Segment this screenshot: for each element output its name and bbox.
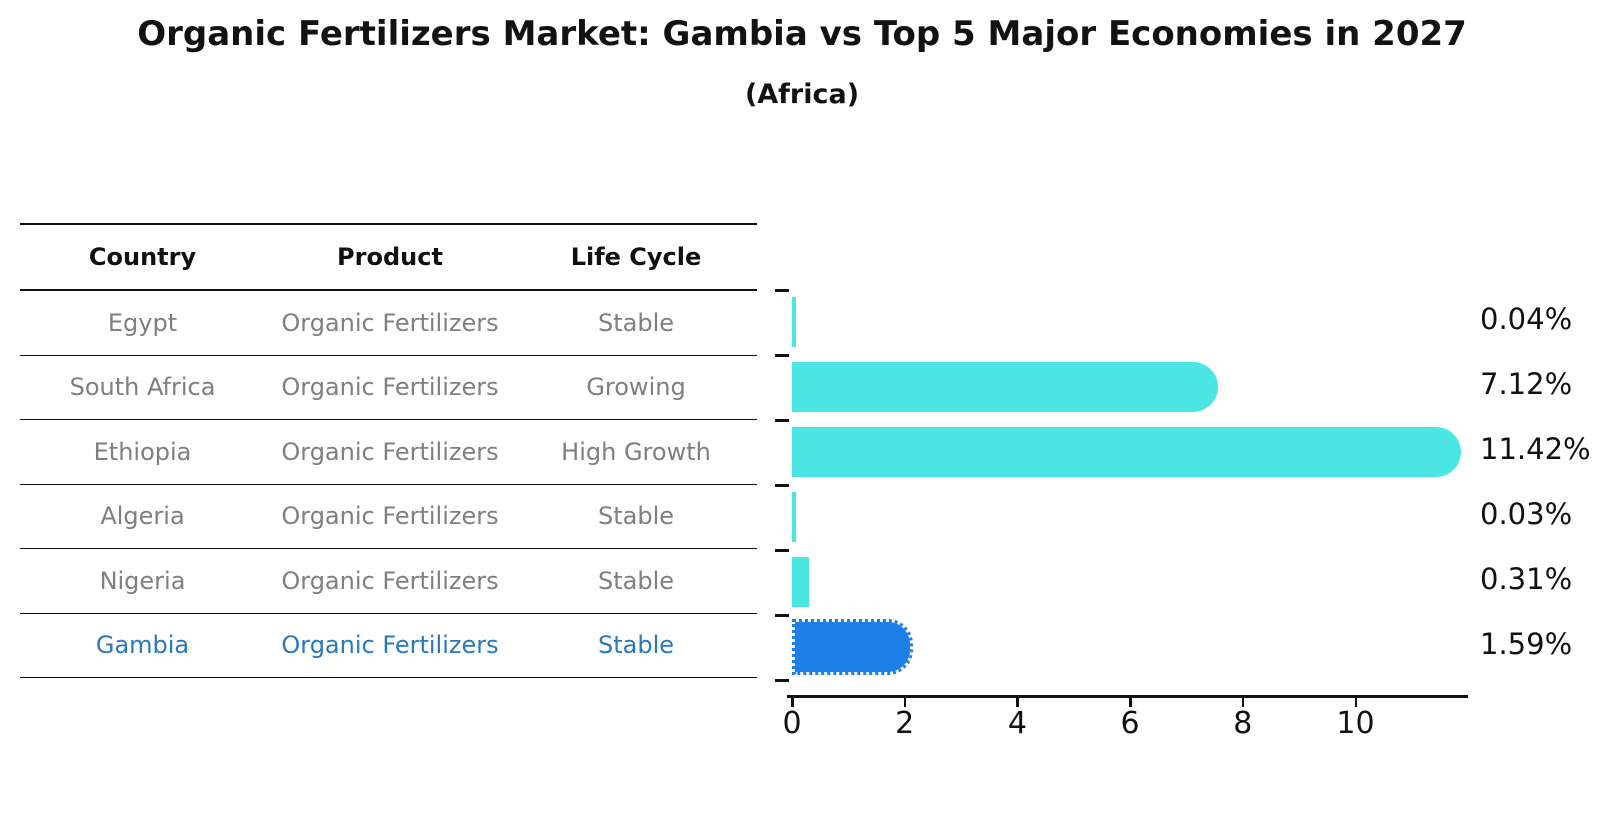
cell-product: Organic Fertilizers [281,502,499,531]
bar-south-africa [792,361,1219,412]
table-row-south-africa: South Africa Organic Fertilizers Growing [20,356,757,420]
value-label-algeria: 0.03% [1480,496,1573,531]
y-axis-tick [775,549,789,552]
x-axis-tick-label: 10 [1336,706,1375,741]
y-axis-tick [775,614,789,617]
cell-product: Organic Fertilizers [281,631,499,660]
bar-gambia [792,618,913,675]
cell-product: Organic Fertilizers [281,437,499,466]
table-header-life-cycle: Life Cycle [570,243,702,271]
cell-product: Organic Fertilizers [281,308,499,337]
table-body: Egypt Organic Fertilizers Stable South Afri… [20,291,757,678]
cell-life-cycle: Stable [597,631,675,660]
table-header-country: Country [88,243,197,271]
y-axis-tick [775,679,789,682]
y-axis-tick [775,484,789,487]
y-axis-tick [775,289,789,292]
chart-title: Organic Fertilizers Market: Gambia vs To… [137,14,1467,54]
cell-country: Nigeria [99,566,186,595]
x-axis-tick [1016,698,1019,707]
bar-ethiopia [792,426,1461,477]
cell-life-cycle: Stable [597,566,675,595]
table-row-algeria: Algeria Organic Fertilizers Stable [20,485,757,549]
cell-life-cycle: Growing [586,373,686,402]
x-axis-line [787,695,1468,698]
table-header-row: Country Product Life Cycle [20,223,757,291]
x-axis-tick-label: 8 [1233,706,1253,741]
table-row-nigeria: Nigeria Organic Fertilizers Stable [20,549,757,614]
x-axis-tick [1241,698,1245,707]
value-label-ethiopia: 11.42% [1480,431,1591,466]
cell-country: Ethiopia [93,437,192,466]
table-header-product: Product [337,243,443,271]
value-label-south-africa: 7.12% [1480,366,1573,401]
value-label-egypt: 0.04% [1480,301,1573,336]
cell-country: Gambia [95,631,190,660]
x-axis-tick-label: 4 [1007,706,1027,741]
x-axis-tick [1354,698,1357,707]
value-label-nigeria: 0.31% [1480,561,1573,596]
cell-life-cycle: Stable [597,502,675,531]
bar-algeria [792,491,796,542]
cell-country: Egypt [107,308,178,337]
country-table: Country Product Life Cycle Egypt Organic … [20,223,757,678]
value-label-gambia: 1.59% [1480,626,1573,661]
x-axis-tick [903,698,907,707]
x-axis-tick-label: 2 [895,706,915,741]
y-axis-tick [775,354,789,357]
x-axis-tick [791,698,794,707]
table-row-egypt: Egypt Organic Fertilizers Stable [20,291,757,356]
x-axis-tick-label: 6 [1120,706,1140,741]
cell-life-cycle: High Growth [561,437,711,466]
table-row-ethiopia: Ethiopia Organic Fertilizers High Growth [20,420,757,485]
cell-product: Organic Fertilizers [281,373,499,402]
bar-egypt [792,296,796,347]
cell-country: South Africa [69,373,216,402]
cell-product: Organic Fertilizers [281,566,499,595]
table-row-gambia: Gambia Organic Fertilizers Stable [20,614,757,678]
x-axis-tick [1129,698,1132,707]
cell-life-cycle: Stable [597,308,675,337]
x-axis-tick-label: 0 [782,706,802,741]
cell-country: Algeria [100,502,185,531]
y-axis-tick [775,419,789,422]
chart-subtitle: (Africa) [744,79,860,110]
bar-nigeria [792,556,810,607]
